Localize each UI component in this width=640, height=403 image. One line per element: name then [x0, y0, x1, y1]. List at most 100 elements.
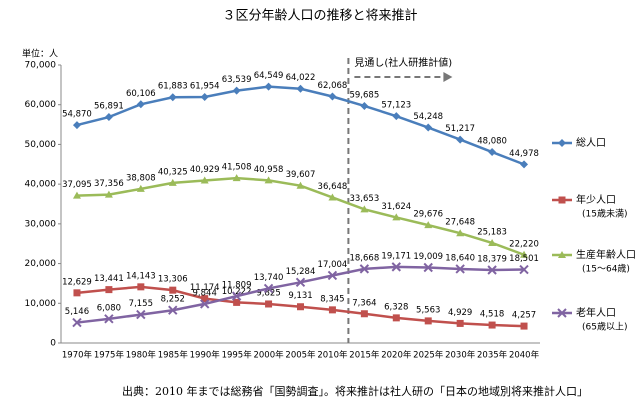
data-point [232, 174, 241, 182]
data-point [487, 265, 497, 275]
data-point [391, 262, 402, 272]
data-point [328, 92, 337, 101]
data-point [360, 310, 368, 318]
data-point [137, 283, 145, 291]
y-tick-label: 30,000 [25, 219, 57, 229]
legend-note: (65歳以上) [582, 321, 627, 333]
data-point [423, 262, 433, 273]
data-label: 14,143 [126, 271, 156, 281]
y-tick-label: 0 [50, 339, 56, 349]
data-point [73, 289, 81, 297]
data-label: 27,648 [445, 218, 475, 228]
data-label: 18,379 [477, 255, 507, 265]
data-point [232, 86, 241, 95]
data-point [200, 176, 209, 184]
data-point [295, 277, 306, 288]
data-label: 36,648 [318, 182, 348, 192]
data-label: 9,844 [193, 288, 217, 298]
data-point [72, 191, 81, 199]
data-point [233, 298, 241, 306]
legend-note: (15歳未満) [582, 208, 627, 220]
data-label: 13,740 [254, 273, 284, 283]
data-label: 13,306 [158, 275, 188, 285]
data-point [392, 112, 401, 121]
y-tick-label: 50,000 [25, 140, 57, 150]
data-label: 15,284 [286, 267, 316, 277]
data-point [327, 270, 338, 281]
data-point [488, 148, 497, 157]
data-label: 4,257 [512, 311, 536, 321]
data-label: 61,954 [190, 81, 220, 91]
data-point [392, 314, 400, 322]
data-point [136, 100, 145, 109]
data-label: 54,248 [413, 112, 443, 122]
legend-label: 生産年齢人口 [576, 248, 636, 261]
x-tick-label: 2030年 [445, 350, 476, 361]
data-label: 6,328 [384, 302, 408, 312]
x-tick-label: 2040年 [509, 350, 540, 361]
x-tick-label: 2005年 [285, 350, 316, 361]
data-point [200, 92, 209, 101]
data-label: 10,222 [222, 287, 252, 297]
data-label: 18,640 [445, 253, 475, 263]
data-label: 9,825 [256, 288, 280, 298]
data-label: 4,929 [448, 308, 472, 318]
data-label: 18,501 [509, 254, 539, 264]
y-tick-label: 70,000 [25, 61, 57, 71]
data-point [424, 317, 432, 325]
data-point [72, 317, 82, 328]
legend-label: 年少人口 [576, 193, 616, 206]
legend-note: (15～64歳) [582, 263, 630, 275]
data-label: 41,508 [222, 163, 252, 173]
data-point [168, 93, 177, 102]
data-point [72, 121, 81, 130]
x-tick-label: 1980年 [126, 350, 157, 361]
data-label: 64,549 [254, 71, 284, 81]
x-tick-label: 1975年 [94, 350, 125, 361]
data-point [488, 238, 497, 246]
data-label: 38,808 [126, 173, 156, 183]
data-point [168, 178, 177, 186]
data-point [424, 123, 433, 132]
data-label: 51,217 [445, 124, 475, 134]
data-point [265, 300, 273, 308]
data-point [328, 193, 337, 201]
data-label: 9,131 [288, 291, 312, 301]
data-point [104, 314, 114, 324]
data-label: 7,155 [129, 299, 153, 309]
data-label: 8,345 [320, 294, 344, 304]
data-label: 11,809 [222, 281, 252, 291]
data-label: 33,653 [349, 194, 379, 204]
data-point [105, 286, 113, 294]
data-point [520, 250, 529, 258]
data-label: 40,929 [190, 165, 220, 175]
data-label: 37,356 [94, 179, 124, 189]
y-tick-label: 20,000 [25, 259, 57, 269]
data-label: 8,252 [161, 295, 185, 305]
x-tick-label: 1970年 [62, 350, 93, 361]
data-point [296, 84, 305, 93]
data-label: 61,883 [158, 82, 188, 92]
data-label: 57,123 [381, 101, 411, 111]
data-label: 7,364 [352, 298, 376, 308]
data-point [519, 264, 529, 275]
data-label: 17,004 [318, 260, 348, 270]
x-tick-label: 2020年 [381, 350, 412, 361]
data-point [520, 160, 529, 169]
data-label: 37,095 [62, 180, 92, 190]
data-point [424, 221, 433, 229]
data-label: 56,891 [94, 102, 124, 112]
data-label: 62,068 [318, 81, 348, 91]
x-tick-label: 1990年 [190, 350, 221, 361]
data-label: 48,080 [477, 137, 507, 147]
data-point [136, 184, 145, 192]
annotation: 見通し(社人研推計値) [354, 56, 452, 69]
data-point [455, 264, 465, 274]
legend-label: 老年人口 [576, 306, 616, 319]
data-point [104, 190, 113, 198]
series-line [76, 176, 525, 256]
data-point [168, 305, 178, 315]
legend-marker [558, 196, 566, 204]
data-point [359, 264, 370, 274]
